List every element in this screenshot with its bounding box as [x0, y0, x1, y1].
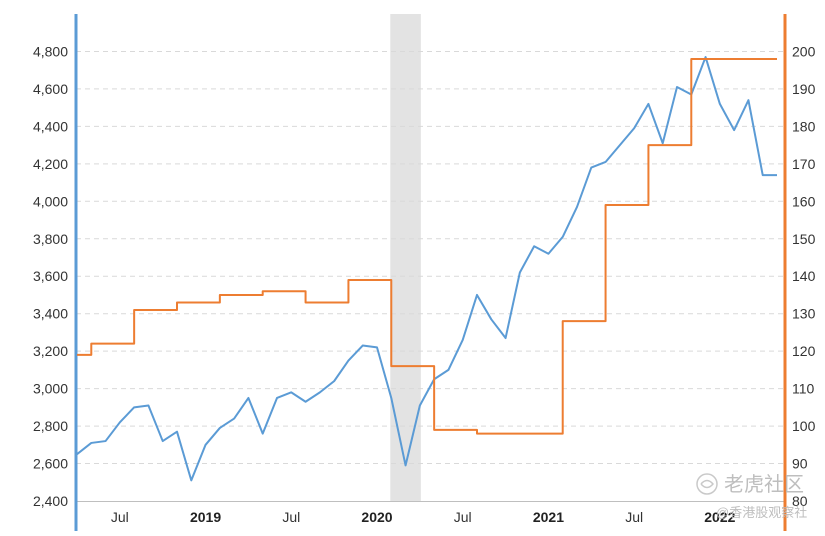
series-line-right [77, 57, 777, 435]
right-tick-label: 120 [792, 343, 816, 359]
left-tick-label: 4,600 [33, 81, 68, 97]
left-tick-label: 4,200 [33, 156, 68, 172]
x-tick-label: Jul [111, 509, 129, 525]
right-tick-label: 160 [792, 193, 816, 209]
x-tick-label: Jul [625, 509, 643, 525]
right-tick-label: 90 [792, 456, 808, 472]
left-tick-label: 3,000 [33, 381, 68, 397]
left-tick-label: 4,000 [33, 193, 68, 209]
tiger-logo-icon [696, 473, 718, 495]
left-tick-label: 3,400 [33, 306, 68, 322]
left-tick-label: 2,600 [33, 456, 68, 472]
x-tick-label: 2022 [704, 509, 735, 525]
series-layer [76, 56, 777, 482]
left-tick-label: 3,800 [33, 231, 68, 247]
shaded-period [390, 14, 421, 501]
right-tick-label: 200 [792, 43, 816, 59]
tick-label-layer: 2,400 2,600 2,800 3,000 3,200 3,400 3,600 3,800… [33, 43, 816, 525]
watermark-sub: @香港股观察社 [716, 505, 807, 520]
left-tick-label: 3,600 [33, 268, 68, 284]
x-tick-label: Jul [454, 509, 472, 525]
axis-layer [74, 14, 787, 531]
right-tick-label: 80 [792, 493, 808, 509]
left-tick-label: 2,400 [33, 493, 68, 509]
x-tick-label: 2021 [533, 509, 564, 525]
left-tick-label: 4,400 [33, 118, 68, 134]
right-tick-label: 140 [792, 268, 816, 284]
shaded-period-layer [390, 14, 421, 501]
left-tick-label: 2,800 [33, 418, 68, 434]
right-tick-label: 180 [792, 118, 816, 134]
right-tick-label: 100 [792, 418, 816, 434]
right-tick-label: 170 [792, 156, 816, 172]
left-tick-label: 4,800 [33, 43, 68, 59]
left-tick-label: 3,200 [33, 343, 68, 359]
watermark-brand: 老虎社区 [724, 473, 804, 496]
x-tick-label: 2019 [190, 509, 221, 525]
x-tick-label: 2020 [361, 509, 392, 525]
series-line-left [76, 56, 777, 482]
right-tick-label: 130 [792, 306, 816, 322]
right-tick-label: 110 [792, 381, 815, 397]
grid-layer [76, 50, 785, 465]
watermark: 老虎社区 @香港股观察社 [696, 473, 807, 520]
right-tick-label: 190 [792, 81, 816, 97]
x-tick-label: Jul [282, 509, 300, 525]
right-tick-label: 150 [792, 231, 816, 247]
